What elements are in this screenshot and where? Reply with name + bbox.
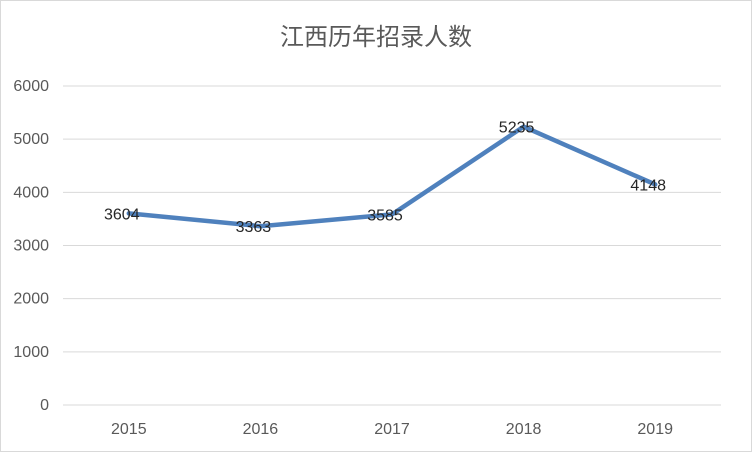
y-tick-label: 0 (40, 397, 49, 414)
data-label: 3585 (367, 207, 403, 224)
x-tick-label: 2016 (243, 421, 279, 438)
x-tick-label: 2017 (374, 421, 410, 438)
data-label: 4148 (630, 177, 666, 194)
data-label: 5235 (499, 120, 535, 137)
series-line (126, 124, 658, 229)
y-tick-label: 1000 (13, 344, 49, 361)
y-tick-label: 3000 (13, 238, 49, 255)
y-tick-label: 5000 (13, 131, 49, 148)
chart-title: 江西历年招录人数 (280, 23, 472, 51)
x-tick-label: 2015 (111, 421, 147, 438)
y-tick-label: 4000 (13, 184, 49, 201)
data-label: 3363 (236, 219, 272, 236)
x-tick-label: 2019 (637, 421, 673, 438)
x-tick-label: 2018 (506, 421, 542, 438)
y-tick-label: 6000 (13, 78, 49, 95)
y-tick-label: 2000 (13, 291, 49, 308)
data-label: 3604 (104, 206, 140, 223)
